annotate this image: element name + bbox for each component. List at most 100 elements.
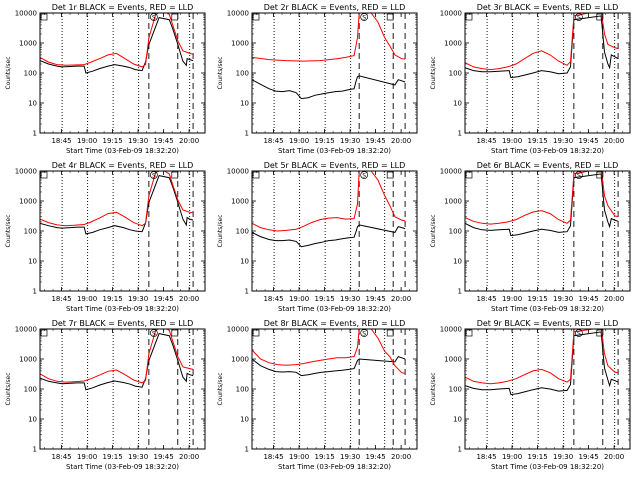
panels: Det 1r BLACK = Events, RED = LLD Counts/s…: [5, 3, 631, 471]
left-box-marker: [40, 329, 48, 337]
x-tick-label: 18:45: [476, 453, 496, 461]
x-tick-label: 19:30: [128, 453, 148, 461]
circle-marker-label: S: [362, 15, 366, 22]
plot-frame: [39, 12, 206, 134]
circle-marker-label: S: [152, 15, 156, 22]
x-tick-label: 19:30: [340, 295, 360, 303]
x-tick-label: 19:30: [553, 453, 573, 461]
lld-series-line: [40, 329, 194, 384]
left-box-marker: [252, 329, 260, 337]
x-tick-label: 20:00: [604, 295, 624, 303]
y-tick-label: 100: [449, 386, 462, 394]
x-tick-label: 19:45: [366, 295, 386, 303]
x-tick-label: 19:00: [289, 137, 309, 145]
y-tick-label: 10: [240, 100, 249, 108]
x-tick-label: 20:00: [179, 137, 199, 145]
x-axis-label: Start Time (03-Feb-09 18:32:20): [491, 305, 604, 313]
y-tick-label: 100: [24, 228, 37, 236]
panel-7: Det 7r BLACK = Events, RED = LLD Counts/s…: [5, 319, 206, 471]
x-tick-label: 19:15: [527, 137, 547, 145]
panel-title: Det 4r BLACK = Events, RED = LLD: [52, 161, 194, 170]
right-box-marker: [596, 329, 604, 337]
x-tick-label: 20:00: [391, 137, 411, 145]
y-tick-label: 100: [24, 70, 37, 78]
x-tick-label: 19:45: [366, 137, 386, 145]
y-tick-label: 1: [33, 130, 37, 138]
x-tick-label: 19:00: [77, 453, 97, 461]
x-tick-label: 19:15: [102, 137, 122, 145]
x-tick-label: 19:15: [102, 295, 122, 303]
plot-frame: [251, 328, 418, 450]
panel-3: Det 3r BLACK = Events, RED = LLD Counts/s…: [430, 3, 631, 155]
panel-4: Det 4r BLACK = Events, RED = LLD Counts/s…: [5, 161, 206, 313]
interval-markers: S: [465, 171, 604, 180]
x-tick-label: 19:00: [77, 137, 97, 145]
y-axis-label: Counts/sec: [5, 214, 12, 247]
plot-area: [40, 329, 194, 449]
x-axis-label: Start Time (03-Feb-09 18:32:20): [66, 305, 179, 313]
y-axis-label: Counts/sec: [217, 214, 224, 247]
right-box-marker: [386, 13, 394, 21]
x-tick-label: 19:00: [502, 137, 522, 145]
lld-series-line: [252, 171, 406, 232]
y-tick-label: 10: [240, 416, 249, 424]
y-axis-label: Counts/sec: [430, 372, 437, 405]
panel-9: Det 9r BLACK = Events, RED = LLD Counts/s…: [430, 319, 631, 471]
circle-marker-label: S: [152, 173, 156, 180]
left-box-marker: [40, 171, 48, 179]
y-tick-label: 1000: [19, 198, 37, 206]
panel-title: Det 8r BLACK = Events, RED = LLD: [264, 319, 406, 328]
x-tick-label: 18:45: [51, 453, 71, 461]
panel-1: Det 1r BLACK = Events, RED = LLD Counts/s…: [5, 3, 206, 155]
right-box-marker: [386, 329, 394, 337]
lld-series-line: [465, 171, 619, 225]
y-tick-label: 1: [245, 288, 249, 296]
x-tick-label: 19:30: [340, 453, 360, 461]
plot-area: [252, 13, 406, 133]
y-tick-label: 10000: [227, 168, 249, 176]
events-series-line: [252, 355, 406, 377]
y-tick-label: 1000: [444, 40, 462, 48]
x-axis-label: Start Time (03-Feb-09 18:32:20): [491, 147, 604, 155]
y-tick-label: 10: [28, 258, 37, 266]
lld-series-line: [252, 329, 406, 374]
y-tick-label: 100: [236, 386, 249, 394]
y-tick-label: 1: [245, 446, 249, 454]
y-tick-label: 1000: [231, 40, 249, 48]
x-tick-label: 20:00: [391, 295, 411, 303]
events-series-line: [40, 175, 194, 235]
x-tick-label: 19:00: [77, 295, 97, 303]
events-series-line: [252, 75, 406, 100]
panel-5: Det 5r BLACK = Events, RED = LLD Counts/s…: [217, 161, 418, 313]
plot-area: [40, 171, 194, 291]
x-tick-label: 18:45: [51, 137, 71, 145]
y-axis-label: Counts/sec: [5, 56, 12, 89]
x-tick-label: 19:30: [128, 137, 148, 145]
events-series-line: [465, 15, 619, 79]
y-tick-label: 1: [33, 446, 37, 454]
x-tick-label: 20:00: [604, 453, 624, 461]
x-tick-label: 19:30: [553, 137, 573, 145]
left-box-marker: [252, 171, 260, 179]
x-tick-label: 19:45: [154, 295, 174, 303]
y-tick-label: 10: [28, 416, 37, 424]
left-box-marker: [465, 13, 473, 21]
y-tick-label: 1: [245, 130, 249, 138]
y-tick-label: 100: [236, 228, 249, 236]
x-axis-label: Start Time (03-Feb-09 18:32:20): [278, 147, 391, 155]
x-tick-label: 20:00: [179, 295, 199, 303]
plot-frame: [464, 170, 631, 292]
x-tick-label: 19:15: [314, 453, 334, 461]
plot-frame: [464, 328, 631, 450]
plot-area: [465, 171, 619, 291]
x-tick-label: 19:15: [102, 453, 122, 461]
events-series-line: [40, 17, 194, 74]
panel-title: Det 1r BLACK = Events, RED = LLD: [52, 3, 194, 12]
panel-6: Det 6r BLACK = Events, RED = LLD Counts/s…: [430, 161, 631, 313]
left-box-marker: [465, 329, 473, 337]
right-box-marker: [386, 171, 394, 179]
plot-area: [40, 13, 194, 133]
y-tick-label: 10000: [440, 10, 462, 18]
